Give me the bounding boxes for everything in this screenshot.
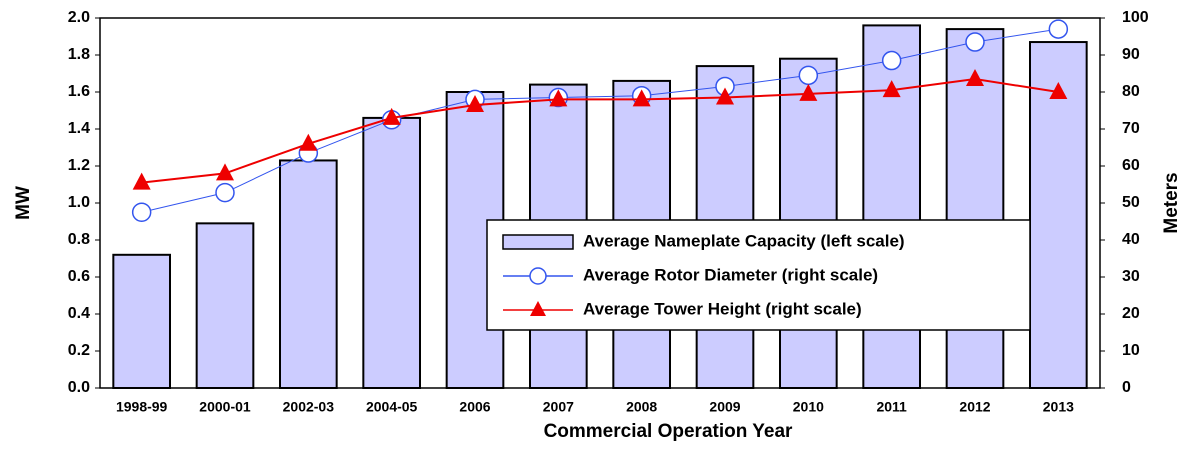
legend-label: Average Nameplate Capacity (left scale): [583, 231, 905, 250]
y-tick-label: 1.2: [68, 157, 90, 174]
y2-tick-label: 0: [1122, 379, 1131, 396]
y-tick-label: 0.0: [68, 379, 90, 396]
line: [141, 28, 1059, 213]
line: [141, 78, 1059, 184]
y2-tick-label: 20: [1122, 305, 1140, 322]
y-tick-label: 1.0: [68, 194, 90, 211]
x-tick-label: 2002-03: [283, 399, 335, 415]
point: [966, 69, 984, 87]
point: [1048, 19, 1069, 39]
point: [549, 89, 568, 107]
legend-marker: [530, 301, 546, 316]
y-tick-label: 0.8: [68, 231, 90, 248]
point: [299, 133, 318, 151]
x-tick-label: 1998-99: [116, 399, 168, 415]
point: [215, 182, 235, 203]
point: [881, 50, 902, 71]
y-tick-label: 0.6: [68, 268, 90, 285]
x-tick-label: 2010: [793, 399, 824, 415]
y2-tick-label: 80: [1122, 83, 1140, 100]
point: [131, 202, 152, 222]
point: [716, 87, 734, 105]
y-tick-label: 0.2: [68, 342, 90, 359]
legend-swatch: [502, 234, 574, 250]
x-tick-label: 2013: [1043, 399, 1074, 415]
y2-tick-label: 30: [1122, 268, 1140, 285]
point: [132, 172, 151, 190]
legend-label: Average Rotor Diameter (right scale): [583, 265, 878, 284]
x-tick-label: 2004-05: [366, 399, 418, 415]
y-tick-label: 1.4: [68, 120, 90, 137]
bar: [362, 116, 422, 390]
point: [216, 163, 234, 181]
bar: [195, 222, 255, 389]
y2-tick-label: 40: [1122, 231, 1140, 248]
point: [799, 83, 818, 101]
x-tick-label: 2009: [709, 399, 740, 415]
point: [466, 94, 484, 112]
y-tick-label: 0.4: [68, 305, 90, 322]
legend-box: [486, 219, 1031, 331]
y2-tick-label: 60: [1122, 157, 1140, 174]
x-tick-label: 2000-01: [199, 399, 251, 415]
point: [1049, 82, 1068, 99]
y2-tick-label: 50: [1122, 194, 1140, 211]
x-tick-label: 2008: [626, 399, 657, 415]
x-axis-label: Commercial Operation Year: [544, 421, 793, 442]
y-axis-label: MW: [13, 186, 34, 220]
y2-tick-label: 90: [1122, 46, 1140, 63]
x-tick-label: 2007: [543, 399, 574, 415]
x-tick-label: 2006: [459, 399, 490, 415]
legend-label: Average Tower Height (right scale): [583, 299, 862, 318]
point: [882, 80, 901, 98]
x-tick-label: 2011: [876, 399, 907, 415]
legend-marker: [529, 267, 547, 285]
point: [798, 65, 819, 86]
bar: [112, 253, 172, 389]
y-tick-label: 1.6: [68, 83, 90, 100]
bar: [862, 24, 921, 390]
y2-tick-label: 70: [1122, 120, 1140, 137]
plot-frame: [99, 17, 1101, 389]
x-tick-label: 2012: [959, 399, 990, 415]
point: [632, 89, 651, 107]
point: [382, 107, 401, 125]
y2-tick-label: 100: [1122, 9, 1149, 26]
point: [965, 32, 985, 52]
y2-axis-label: Meters: [1161, 172, 1182, 233]
y2-tick-label: 10: [1122, 342, 1140, 359]
y-tick-label: 1.8: [68, 46, 90, 63]
y-tick-label: 2.0: [68, 9, 90, 26]
bar: [279, 159, 338, 389]
